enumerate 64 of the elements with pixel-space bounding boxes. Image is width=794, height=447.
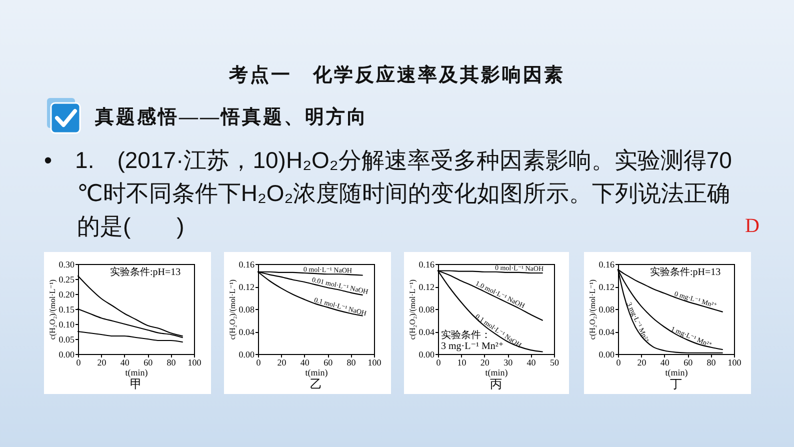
y-tick-label: 0.04 [418,327,435,337]
x-tick-label: 20 [637,358,647,368]
x-tick-label: 60 [324,358,334,368]
text: D [745,215,760,237]
annotation: 实验条件:pH=13 [650,266,721,278]
text: 丁 [670,377,682,391]
y-tick-label: 0.00 [58,350,75,360]
text: 考点一 化学反应速率及其影响因素 [228,64,566,88]
x-tick-label: 0 [616,358,622,368]
x-tick-label: 20 [277,358,287,368]
x-axis-title: t(min) [305,368,328,378]
x-tick-label: 60 [144,358,154,368]
y-tick-label: 0.16 [238,260,255,270]
x-tick-label: 100 [368,358,382,368]
x-tick-label: 80 [346,358,356,368]
x-tick-label: 60 [684,358,694,368]
y-tick-label: 0.12 [418,282,434,292]
x-tick-label: 80 [166,358,176,368]
annotation: 实验条件:pH=13 [110,266,181,278]
y-tick-label: 0.25 [58,274,75,284]
x-tick-label: 50 [550,358,560,368]
x-tick-label: 0 [76,358,82,368]
x-tick-label: 40 [300,358,310,368]
y-tick-label: 0.12 [598,282,614,292]
text: • 1. (2017·江苏，10)H₂O₂分解速率受多种因素影响。实验测得70 ℃时不同条件下H₂O₂浓度随时间的变化如图所示。下列说法正确的是( ) [44,146,733,241]
y-tick-label: 0.15 [58,304,75,314]
x-tick-label: 100 [188,358,202,368]
text: 真题感悟——悟真题、明方向 [95,106,368,130]
y-tick-label: 0.10 [58,320,75,330]
text: 乙 [310,377,322,391]
x-axis-title: t(min) [665,368,688,378]
y-tick-label: 0.04 [238,327,255,337]
y-tick-label: 0.05 [58,334,75,344]
y-tick-label: 0.00 [238,350,255,360]
y-axis-title: c(H₂O₂)/(mol·L⁻¹) [228,279,237,340]
x-tick-label: 80 [706,358,716,368]
y-axis-title: c(H₂O₂)/(mol·L⁻¹) [408,279,417,340]
y-tick-label: 0.16 [598,260,615,270]
x-tick-label: 40 [660,358,670,368]
y-tick-label: 0.00 [418,350,435,360]
x-tick-label: 30 [504,358,514,368]
y-tick-label: 0.08 [418,304,435,314]
x-axis-title: t(min) [485,368,508,378]
y-tick-label: 0.04 [598,327,615,337]
x-tick-label: 100 [728,358,742,368]
x-tick-label: 0 [436,358,442,368]
x-tick-label: 40 [526,358,536,368]
y-tick-label: 0.16 [418,260,435,270]
x-tick-label: 40 [120,358,130,368]
y-tick-label: 0.00 [598,350,615,360]
y-tick-label: 0.08 [598,304,615,314]
y-tick-label: 0.30 [58,260,75,270]
text: 丙 [490,377,502,391]
y-axis-title: c(H₂O₂)/(mol·L⁻¹) [48,279,57,340]
x-tick-label: 20 [480,358,490,368]
y-tick-label: 0.08 [238,304,255,314]
y-axis-title: c(H₂O₂)/(mol·L⁻¹) [588,279,597,340]
y-tick-label: 0.12 [238,282,254,292]
x-tick-label: 0 [256,358,262,368]
x-tick-label: 20 [97,358,107,368]
x-axis-title: t(min) [125,368,148,378]
y-tick-label: 0.20 [58,290,75,300]
x-tick-label: 10 [457,358,467,368]
text: 甲 [130,377,142,391]
